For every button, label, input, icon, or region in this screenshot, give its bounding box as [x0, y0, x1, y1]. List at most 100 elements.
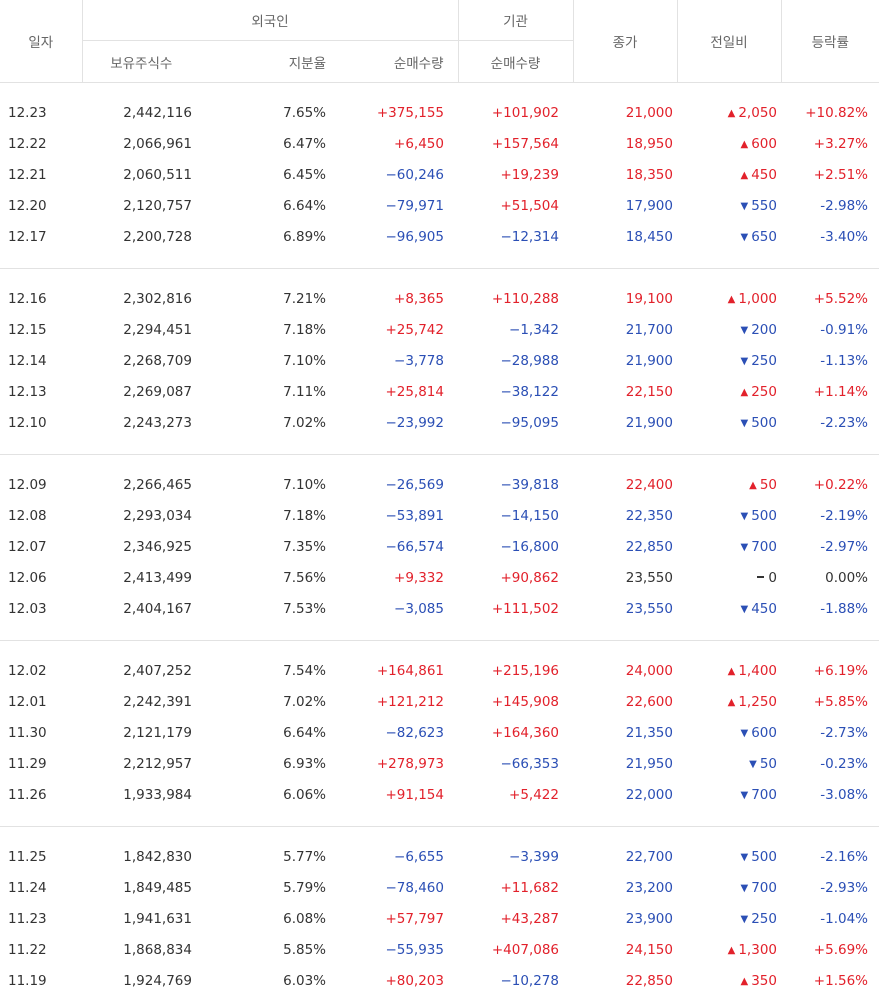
- cell-inst-net: +19,239: [458, 159, 573, 190]
- cell-rate: -3.40%: [781, 221, 879, 252]
- cell-holdings: 1,924,769: [82, 965, 200, 996]
- cell-share: 7.21%: [200, 283, 334, 314]
- cell-rate: 0.00%: [781, 562, 879, 593]
- cell-holdings: 2,212,957: [82, 748, 200, 779]
- cell-date: 12.07: [0, 531, 82, 562]
- header-foreign: 외국인: [82, 0, 458, 41]
- cell-change: ▼200: [677, 314, 781, 345]
- cell-holdings: 2,413,499: [82, 562, 200, 593]
- cell-rate: +2.51%: [781, 159, 879, 190]
- cell-close: 23,550: [573, 562, 677, 593]
- cell-rate: -2.97%: [781, 531, 879, 562]
- cell-foreign-net: +6,450: [334, 128, 458, 159]
- cell-change: ▼500: [677, 500, 781, 531]
- cell-date: 12.01: [0, 686, 82, 717]
- cell-holdings: 2,243,273: [82, 407, 200, 438]
- arrow-up-icon: ▲: [741, 170, 749, 181]
- cell-close: 21,950: [573, 748, 677, 779]
- change-value: 1,000: [738, 291, 777, 307]
- cell-foreign-net: +375,155: [334, 97, 458, 128]
- cell-foreign-net: +278,973: [334, 748, 458, 779]
- cell-rate: +5.69%: [781, 934, 879, 965]
- cell-rate: +10.82%: [781, 97, 879, 128]
- cell-share: 7.02%: [200, 686, 334, 717]
- cell-share: 7.10%: [200, 469, 334, 500]
- cell-inst-net: +43,287: [458, 903, 573, 934]
- cell-date: 12.09: [0, 469, 82, 500]
- change-value: 2,050: [738, 105, 777, 121]
- cell-change: ▼250: [677, 903, 781, 934]
- cell-holdings: 2,269,087: [82, 376, 200, 407]
- cell-change: ▼700: [677, 872, 781, 903]
- cell-date: 12.08: [0, 500, 82, 531]
- header-close: 종가: [573, 0, 677, 83]
- cell-rate: -2.98%: [781, 190, 879, 221]
- cell-close: 21,900: [573, 345, 677, 376]
- cell-close: 22,850: [573, 531, 677, 562]
- arrow-down-icon: ▼: [741, 728, 749, 739]
- cell-date: 12.16: [0, 283, 82, 314]
- header-rate: 등락률: [781, 0, 879, 83]
- cell-change: ▲450: [677, 159, 781, 190]
- cell-holdings: 1,849,485: [82, 872, 200, 903]
- change-value: 700: [751, 787, 777, 803]
- cell-share: 7.53%: [200, 593, 334, 624]
- cell-close: 21,350: [573, 717, 677, 748]
- arrow-up-icon: ▲: [741, 139, 749, 150]
- cell-foreign-net: +25,814: [334, 376, 458, 407]
- cell-share: 6.03%: [200, 965, 334, 996]
- cell-close: 18,450: [573, 221, 677, 252]
- cell-rate: -2.23%: [781, 407, 879, 438]
- cell-inst-net: −66,353: [458, 748, 573, 779]
- cell-inst-net: +11,682: [458, 872, 573, 903]
- change-value: 250: [751, 353, 777, 369]
- header-inst-net: 순매수량: [458, 41, 573, 83]
- cell-holdings: 2,268,709: [82, 345, 200, 376]
- cell-holdings: 2,407,252: [82, 655, 200, 686]
- cell-share: 7.10%: [200, 345, 334, 376]
- arrow-down-icon: ▼: [741, 914, 749, 925]
- header-foreign-net: 순매수량: [334, 41, 458, 83]
- arrow-down-icon: ▼: [741, 511, 749, 522]
- unchanged-dash-icon: [757, 576, 764, 578]
- arrow-down-icon: ▼: [741, 604, 749, 615]
- cell-date: 11.22: [0, 934, 82, 965]
- cell-date: 12.10: [0, 407, 82, 438]
- cell-inst-net: −38,122: [458, 376, 573, 407]
- cell-inst-net: +51,504: [458, 190, 573, 221]
- cell-rate: -2.93%: [781, 872, 879, 903]
- change-value: 450: [751, 167, 777, 183]
- cell-inst-net: −3,399: [458, 841, 573, 872]
- change-value: 550: [751, 198, 777, 214]
- cell-share: 7.54%: [200, 655, 334, 686]
- cell-date: 12.02: [0, 655, 82, 686]
- cell-change: ▼700: [677, 779, 781, 810]
- change-value: 450: [751, 601, 777, 617]
- cell-rate: -2.16%: [781, 841, 879, 872]
- cell-foreign-net: +9,332: [334, 562, 458, 593]
- change-value: 500: [751, 508, 777, 524]
- cell-inst-net: +111,502: [458, 593, 573, 624]
- cell-foreign-net: +8,365: [334, 283, 458, 314]
- cell-inst-net: −14,150: [458, 500, 573, 531]
- cell-date: 11.29: [0, 748, 82, 779]
- cell-inst-net: −39,818: [458, 469, 573, 500]
- cell-close: 22,600: [573, 686, 677, 717]
- cell-rate: -0.91%: [781, 314, 879, 345]
- cell-share: 6.89%: [200, 221, 334, 252]
- change-value: 500: [751, 415, 777, 431]
- cell-foreign-net: −96,905: [334, 221, 458, 252]
- cell-share: 7.56%: [200, 562, 334, 593]
- arrow-down-icon: ▼: [741, 325, 749, 336]
- arrow-down-icon: ▼: [741, 232, 749, 243]
- change-value: 200: [751, 322, 777, 338]
